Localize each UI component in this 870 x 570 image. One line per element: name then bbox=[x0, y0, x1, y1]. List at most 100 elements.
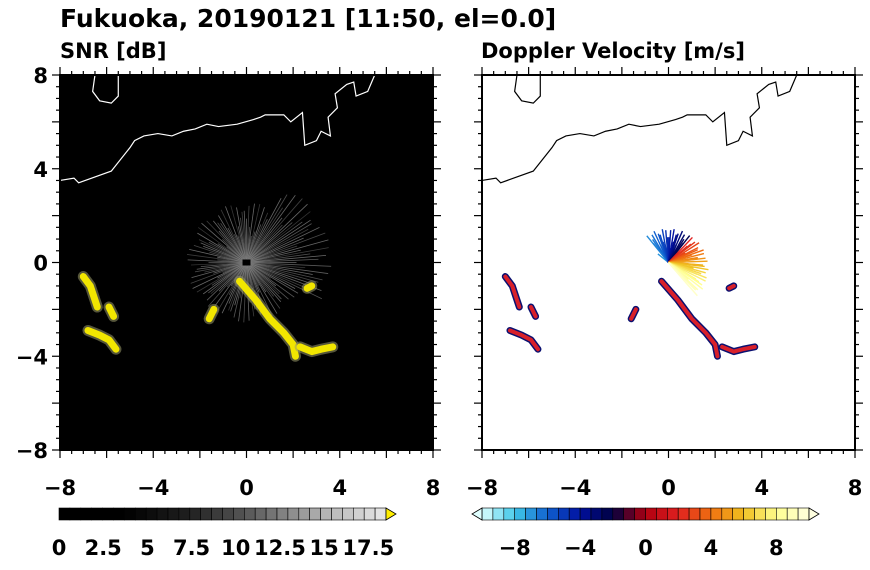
snr-coastline bbox=[59, 74, 376, 184]
doppler-coastline bbox=[481, 74, 798, 184]
doppler-colorbar-box bbox=[743, 507, 755, 521]
doppler-colorbar-tick-label: 0 bbox=[638, 536, 653, 560]
doppler-colorbar-tick-label: 4 bbox=[704, 536, 719, 560]
snr-clutter-ray bbox=[201, 222, 247, 263]
snr-clutter-ray bbox=[186, 254, 247, 263]
snr-x-tick-label: −4 bbox=[137, 476, 169, 500]
snr-y-tick-label: 8 bbox=[33, 64, 48, 88]
doppler-colorbar-box bbox=[525, 507, 537, 521]
snr-clutter-ray bbox=[246, 205, 250, 263]
doppler-colorbar-tick-label: −4 bbox=[564, 536, 596, 560]
snr-panel: SNR [dB] −8 −4 0 4 8 −8 −4 0 4 8 0 2.5 5 7.5 10 12.5 15… bbox=[16, 39, 441, 560]
snr-colorbar-box bbox=[58, 507, 71, 521]
snr-colorbar-tick-label: 5 bbox=[140, 536, 155, 560]
snr-clutter-ray bbox=[246, 262, 306, 269]
doppler-x-tick-label: −4 bbox=[559, 476, 591, 500]
snr-x-tick-label: 4 bbox=[332, 476, 347, 500]
snr-y-tick-label: 0 bbox=[33, 252, 48, 276]
snr-colorbar-box bbox=[200, 507, 212, 521]
snr-clutter-ray bbox=[246, 262, 329, 274]
snr-colorbar-tick-label: 2.5 bbox=[85, 536, 122, 560]
snr-colorbar-box bbox=[265, 507, 278, 521]
snr-echo bbox=[84, 326, 120, 353]
doppler-colorbar-box bbox=[536, 507, 548, 521]
snr-clutter-ray bbox=[246, 237, 304, 263]
doppler-colorbar-extend-max bbox=[808, 507, 820, 521]
snr-colorbar: 0 2.5 5 7.5 10 12.5 15 17.5 bbox=[52, 507, 397, 560]
doppler-x-tick-label: −8 bbox=[466, 476, 498, 500]
doppler-echo bbox=[528, 305, 538, 319]
doppler-colorbar-box bbox=[786, 507, 799, 521]
snr-clutter-ray bbox=[246, 204, 261, 263]
snr-y-tick-label: −4 bbox=[16, 345, 48, 369]
doppler-colorbar-box bbox=[492, 507, 505, 521]
doppler-echo bbox=[507, 328, 540, 352]
doppler-colorbar-box bbox=[699, 507, 712, 521]
doppler-colorbar-extend-min bbox=[471, 507, 483, 521]
doppler-echo bbox=[629, 307, 638, 321]
snr-clutter-ray bbox=[206, 262, 247, 301]
snr-colorbar-box bbox=[69, 507, 82, 521]
snr-colorbar-tick-label: 15 bbox=[310, 536, 339, 560]
snr-colorbar-box bbox=[156, 507, 169, 521]
snr-colorbar-box bbox=[287, 507, 300, 521]
snr-clutter-ray bbox=[220, 209, 247, 263]
snr-clutter-ray bbox=[210, 262, 247, 312]
doppler-coast-line bbox=[481, 74, 798, 184]
snr-y-tick-label: −8 bbox=[16, 439, 48, 463]
doppler-plot-area bbox=[481, 74, 855, 450]
snr-clutter-ray bbox=[206, 220, 247, 263]
snr-colorbar-box bbox=[352, 507, 365, 521]
snr-clutter-ray bbox=[215, 262, 247, 314]
snr-colorbar-box bbox=[91, 507, 103, 521]
snr-echo bbox=[205, 305, 218, 323]
doppler-panel-title: Doppler Velocity [m/s] bbox=[481, 39, 745, 63]
doppler-x-tick-label: 8 bbox=[848, 476, 863, 500]
doppler-colorbar-box bbox=[645, 507, 657, 521]
snr-clutter-ray bbox=[246, 262, 313, 275]
snr-clutter-ray bbox=[218, 215, 247, 263]
snr-clutter-ray bbox=[246, 262, 319, 283]
snr-colorbar-box bbox=[363, 507, 376, 521]
snr-echo bbox=[296, 343, 337, 356]
snr-colorbar-box bbox=[298, 507, 310, 521]
snr-colorbar-box bbox=[102, 507, 114, 521]
snr-echo bbox=[105, 303, 118, 320]
doppler-colorbar-box bbox=[481, 507, 494, 521]
doppler-echoes bbox=[501, 273, 759, 360]
snr-clutter-ray bbox=[246, 207, 265, 263]
snr-clutter-ray bbox=[246, 197, 282, 263]
doppler-echo bbox=[720, 344, 757, 354]
snr-echo bbox=[236, 277, 299, 360]
snr-clutter-ray bbox=[246, 223, 312, 263]
snr-clutter-ray bbox=[246, 203, 308, 263]
snr-colorbar-box bbox=[276, 507, 289, 521]
snr-x-tick-label: −8 bbox=[44, 476, 76, 500]
snr-x-tick-label: 8 bbox=[426, 476, 441, 500]
doppler-colorbar-box bbox=[754, 507, 766, 521]
snr-clutter-ray bbox=[246, 262, 281, 309]
snr-clutter-ray bbox=[246, 262, 332, 267]
snr-clutter-ray bbox=[246, 226, 320, 263]
snr-clutter-ray bbox=[196, 262, 247, 293]
snr-clutter-ray bbox=[246, 219, 311, 263]
snr-clutter-ray bbox=[246, 198, 303, 263]
snr-clutter-ray bbox=[246, 262, 306, 288]
snr-clutter-ray bbox=[207, 262, 247, 307]
snr-clutter-ray bbox=[246, 247, 329, 263]
doppler-colorbar-box bbox=[514, 507, 526, 521]
doppler-colorbar-box bbox=[579, 507, 592, 521]
snr-clutter-ray bbox=[246, 211, 311, 263]
snr-coast-line bbox=[92, 74, 119, 104]
snr-colorbar-box bbox=[145, 507, 158, 521]
doppler-echo bbox=[503, 274, 522, 310]
snr-colorbar-box bbox=[320, 507, 332, 521]
snr-colorbar-extend-max bbox=[385, 507, 397, 521]
doppler-colorbar-box bbox=[503, 507, 515, 521]
snr-clutter-ray bbox=[246, 228, 309, 263]
doppler-colorbar-box bbox=[666, 507, 679, 521]
snr-clutter-ray bbox=[246, 258, 319, 263]
doppler-near-field bbox=[646, 229, 709, 297]
snr-colorbar-tick-label: 7.5 bbox=[173, 536, 210, 560]
